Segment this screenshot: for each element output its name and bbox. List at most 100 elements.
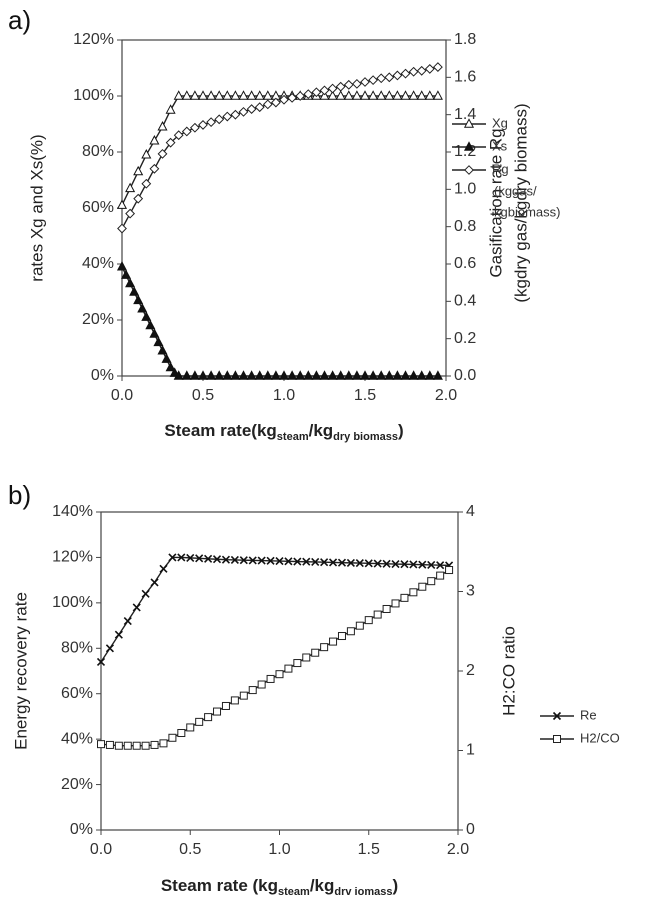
series-xs-point [246,370,257,380]
series-xg-point [173,90,184,100]
series-h2-co-point [123,741,132,750]
series-re-point [212,555,222,564]
y-left-tick-label: 140% [52,503,93,520]
series-h2-co-point [204,713,213,722]
legend-item-rg: Rg (kggas/kgbiomass) [452,161,560,219]
series-xg-point [165,104,176,114]
series-rg-point [270,97,281,108]
series-xs [116,261,443,380]
y-right-tick-label: 0.0 [454,367,476,384]
series-re-point [320,558,329,567]
series-xs-point [149,328,160,338]
series-xs-point [214,370,225,380]
series-h2-co-point [177,729,186,738]
series-xs-point [327,370,338,380]
legend-point [463,141,475,151]
series-xs-point [121,269,132,279]
series-re-point [409,560,418,569]
series-rg-point [327,83,338,94]
series-rg-line [121,66,439,229]
series-rg-point [392,70,403,81]
series-re-point [114,630,123,639]
series-xg-point [206,90,217,100]
y-left-tick-label: 40% [61,730,93,747]
series-xs-point [351,370,362,380]
x-tick-label: 0.0 [90,841,112,858]
series-xg-point [262,90,273,100]
series-xg-point [149,135,160,145]
legend-item-xg: Xg [452,115,508,130]
y-left-tick-label: 100% [73,87,114,104]
y-right-axis-label: H2:CO ratio [499,626,518,716]
series-h2-co-point [230,696,239,705]
series-h2-co-point [364,616,373,625]
series-re-point [373,559,382,568]
series-xs-point [197,370,209,380]
series-re-point [141,589,150,598]
series-h2-co-point [427,577,436,586]
y-right-tick-label: 0 [466,821,475,838]
series-h2-co-point [311,648,320,657]
series-xg-point [416,90,427,100]
series-h2-co-point [337,632,346,641]
x-axis-label-subscript: steam [277,431,309,443]
series-xs-point [278,370,290,380]
series-rg-point [189,122,200,133]
series-rg-point [214,114,225,125]
series-re-point [204,554,213,563]
series-rg-point [149,163,160,174]
series-h2-co [97,566,454,750]
series-re-point [293,557,302,566]
series-re-point [159,564,168,573]
series-xs-point [145,319,156,330]
series-re [96,553,454,666]
x-tick-label: 0.5 [192,387,214,404]
y-left-tick-label: 60% [61,685,93,702]
y-right-tick-label: 1.4 [454,106,476,123]
series-h2-co-point [159,739,168,748]
series-rg-point [230,109,241,120]
series-re-point [177,553,186,562]
series-xs-point [424,370,435,380]
series-xg-point [432,90,443,100]
y-right-tick-label: 0.8 [454,218,476,235]
series-rg-point [117,223,127,234]
x-tick-label: 2.0 [435,387,457,404]
panel-label: a) [8,5,31,35]
series-rg-point [262,99,273,110]
legend-item-h2-co: H2/CO [540,730,620,745]
panel-label: b) [8,480,31,510]
series-xg-point [116,199,128,209]
series-xs-point [222,370,233,380]
y-left-axis-label: Energy recovery rate [11,592,30,750]
series-h2-co-line [100,569,450,747]
series-xs-point [368,370,379,380]
chart-panel-a: a) 0% 20% 40% 60% 80% 100% 120% 0.0 0.2 0.4 0.6 0.8 1… [8,5,560,443]
series-rg-point [376,73,387,84]
legend-item-re: Re [540,707,597,722]
series-h2-co-point [329,637,338,646]
series-rg-point [181,126,192,137]
y-right-tick-label: 0.6 [454,255,476,272]
series-rg-point [254,102,265,113]
x-axis-label-part: /kg [309,421,334,440]
series-re-point [230,555,239,564]
series-h2-co-point [239,691,248,700]
series-rg-point [295,91,306,101]
series-xs-point [376,370,387,380]
series-h2-co-point [445,566,454,575]
series-re-point [328,558,338,567]
series-xs-point [141,311,152,321]
series-xs-point [116,261,128,271]
series-xs-point [238,370,249,380]
series-rg-point [287,92,298,103]
series-xg-point [141,149,152,159]
series-h2-co-point [257,680,266,689]
series-xs-point [137,303,148,313]
series-re-line [100,556,450,663]
series-rg-point [335,81,346,92]
series-re-point [427,560,436,569]
x-tick-label: 0.0 [111,387,133,404]
series-rg-point [157,148,168,159]
legend-label: Rg [492,161,509,176]
